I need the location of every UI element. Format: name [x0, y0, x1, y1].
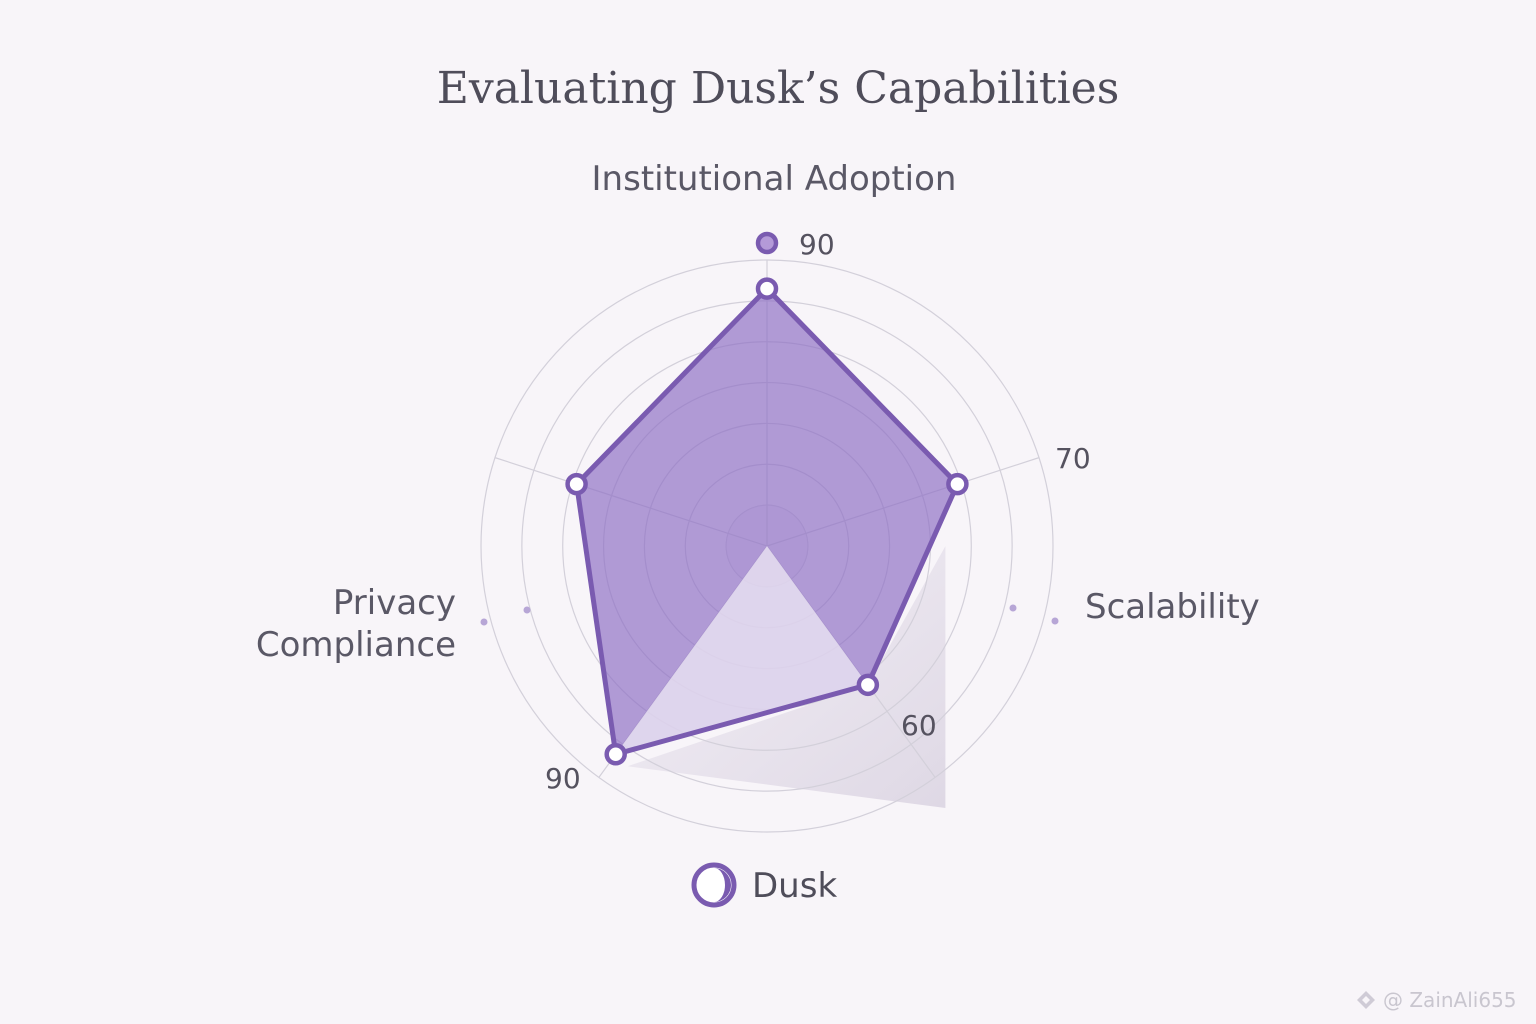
axis-label: Privacy [333, 583, 456, 623]
legend: Dusk [691, 862, 837, 908]
top-value-marker [755, 231, 779, 255]
axis-tick-dot [480, 618, 488, 626]
data-point [755, 277, 779, 300]
moon-icon [714, 868, 731, 902]
axis-label: Institutional Adoption [592, 159, 957, 199]
axis-label: Scalability [1085, 587, 1260, 627]
legend-label: Dusk [752, 866, 837, 906]
diamond-logo-icon [1357, 991, 1375, 1009]
series-outline-dusk [574, 286, 960, 757]
value-label: 60 [901, 709, 937, 742]
axis-label: Compliance [256, 625, 456, 665]
value-label: 70 [1055, 442, 1091, 475]
data-point [856, 673, 880, 697]
value-label: 90 [545, 762, 581, 795]
watermark: @ ZainAli655 [1357, 988, 1517, 1012]
axis-tick-dot [523, 606, 531, 614]
axis-labels: Institutional Adoption Scalability Privacy… [256, 159, 1260, 795]
data-point [604, 742, 627, 766]
series-area [565, 277, 969, 766]
axis-tick-dot [1051, 617, 1059, 625]
chart-title: Evaluating Dusk’s Capabilities [437, 63, 1120, 114]
axis-tick-dot [1009, 604, 1017, 612]
watermark-text: @ ZainAli655 [1383, 988, 1517, 1012]
series-shadow [627, 546, 946, 808]
value-label: 90 [799, 228, 835, 261]
data-point [565, 472, 588, 496]
data-point [946, 472, 969, 496]
series-fill-dusk [576, 288, 958, 755]
chart-shadow [627, 546, 946, 808]
